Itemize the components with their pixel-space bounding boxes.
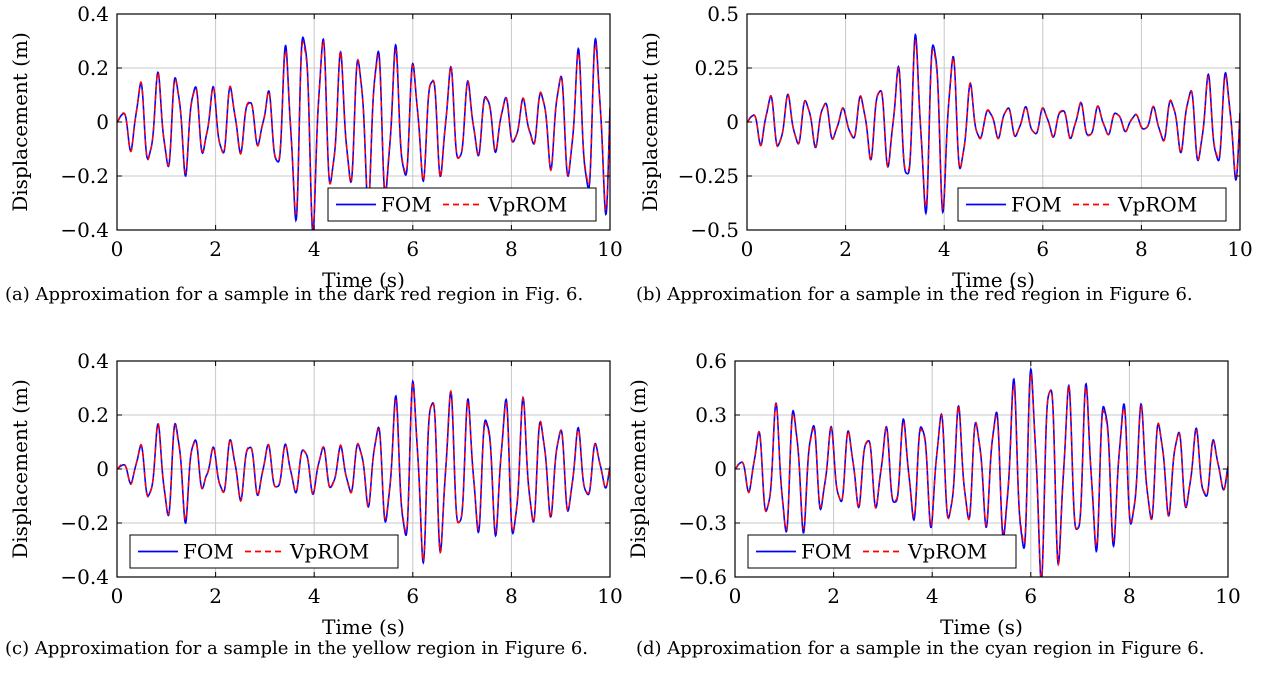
legend-label-fom: FOM: [801, 540, 852, 564]
legend-label-vprom: VpROM: [1117, 193, 1197, 217]
legend: FOM VpROM: [327, 187, 597, 222]
y-tick-label: 0.4: [77, 2, 109, 26]
x-tick-label: 0: [111, 237, 124, 261]
x-tick-label: 2: [209, 237, 222, 261]
x-tick-label: 0: [111, 584, 124, 608]
x-axis-label: Time (s): [952, 268, 1035, 292]
y-tick-label: −0.5: [690, 218, 739, 242]
y-axis-label: Displacement (m): [638, 32, 662, 212]
y-axis-label: Displacement (m): [8, 379, 32, 559]
x-tick-label: 10: [1227, 237, 1252, 261]
y-tick-label: 0: [714, 457, 727, 481]
x-tick-label: 2: [827, 584, 840, 608]
y-tick-label: −0.4: [60, 565, 109, 589]
x-tick-label: 6: [1036, 237, 1049, 261]
figure-caption: (d) Approximation for a sample in the cy…: [636, 638, 1204, 659]
series-line-vprom: [747, 38, 1240, 211]
y-tick-label: −0.3: [678, 511, 727, 535]
x-tick-label: 10: [597, 584, 622, 608]
x-axis-label: Time (s): [322, 268, 405, 292]
legend: FOM VpROM: [747, 534, 1017, 569]
y-tick-label: 0.2: [77, 56, 109, 80]
x-tick-label: 10: [1215, 584, 1240, 608]
series-line-fom: [747, 33, 1240, 216]
chart-panel-d: 0 2 4 6 8 10 −0.6 −0.3 0 0.3 0.6 Time (s) Displaceme…: [626, 349, 1241, 659]
x-tick-label: 6: [406, 237, 419, 261]
x-tick-label: 4: [308, 584, 321, 608]
legend-label-fom: FOM: [1011, 193, 1062, 217]
y-tick-label: 0.4: [77, 349, 109, 373]
y-tick-label: 0.25: [694, 56, 739, 80]
y-tick-label: 0: [96, 110, 109, 134]
y-tick-label: 0.5: [707, 2, 739, 26]
series-line-vprom: [117, 39, 610, 229]
series-line-vprom: [735, 371, 1228, 577]
legend: FOM VpROM: [129, 534, 399, 569]
figure-caption: (c) Approximation for a sample in the ye…: [5, 638, 588, 659]
x-tick-label: 8: [1123, 584, 1136, 608]
x-tick-label: 4: [926, 584, 939, 608]
x-tick-label: 2: [209, 584, 222, 608]
chart-panel-a: 0 2 4 6 8 10 −0.4 −0.2 0 0.2 0.4 Time (s) Displaceme…: [5, 2, 623, 305]
y-tick-label: 0.2: [77, 403, 109, 427]
x-tick-label: 6: [406, 584, 419, 608]
y-tick-label: −0.2: [60, 511, 109, 535]
x-tick-label: 2: [839, 237, 852, 261]
x-tick-label: 0: [729, 584, 742, 608]
legend-label-vprom: VpROM: [907, 540, 987, 564]
x-tick-label: 0: [741, 237, 754, 261]
x-tick-label: 4: [308, 237, 321, 261]
legend-label-vprom: VpROM: [487, 193, 567, 217]
y-tick-label: −0.2: [60, 164, 109, 188]
chart-panel-b: 0 2 4 6 8 10 −0.5 −0.25 0 0.25 0.5 Time (s) Displace…: [636, 2, 1253, 305]
figure-caption: (b) Approximation for a sample in the re…: [636, 284, 1193, 305]
series-line-vprom: [117, 382, 610, 564]
x-axis-label: Time (s): [322, 615, 405, 639]
x-tick-label: 4: [938, 237, 951, 261]
chart-panel-c: 0 2 4 6 8 10 −0.4 −0.2 0 0.2 0.4 Time (s) Displaceme…: [5, 349, 623, 659]
y-tick-label: −0.25: [678, 164, 739, 188]
x-tick-label: 8: [505, 584, 518, 608]
x-tick-label: 10: [597, 237, 622, 261]
legend-label-fom: FOM: [183, 540, 234, 564]
y-tick-label: 0: [96, 457, 109, 481]
y-tick-label: 0.3: [695, 403, 727, 427]
legend: FOM VpROM: [957, 187, 1227, 222]
y-tick-label: −0.4: [60, 218, 109, 242]
y-tick-label: −0.6: [678, 565, 727, 589]
y-tick-label: 0.6: [695, 349, 727, 373]
legend-box: [129, 534, 399, 569]
y-tick-label: 0: [726, 110, 739, 134]
x-axis-label: Time (s): [940, 615, 1023, 639]
x-tick-label: 6: [1024, 584, 1037, 608]
legend-label-vprom: VpROM: [289, 540, 369, 564]
x-tick-label: 8: [1135, 237, 1148, 261]
y-axis-label: Displacement (m): [626, 379, 650, 559]
x-tick-label: 8: [505, 237, 518, 261]
y-axis-label: Displacement (m): [8, 32, 32, 212]
legend-label-fom: FOM: [381, 193, 432, 217]
figure-caption: (a) Approximation for a sample in the da…: [5, 284, 583, 305]
